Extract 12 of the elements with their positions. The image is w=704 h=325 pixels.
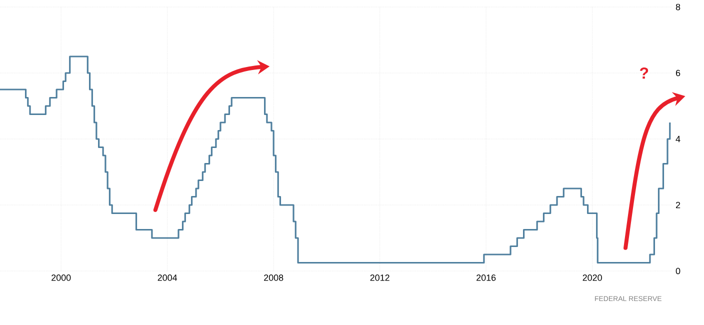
x-tick-label: 2008 (264, 274, 284, 281)
x-tick-label: 2012 (370, 274, 390, 281)
y-tick-label: 2 (676, 202, 680, 208)
x-tick-label: 2000 (52, 274, 71, 281)
y-tick-label: 4 (676, 136, 680, 142)
y-tick-label: 0 (676, 268, 680, 274)
annotation: ? (640, 67, 648, 79)
x-tick-label: 2016 (476, 274, 496, 281)
y-tick-label: 6 (676, 70, 680, 76)
x-tick-label: 2004 (158, 274, 178, 281)
x-tick-label: 2020 (582, 274, 602, 281)
y-tick-label: 8 (676, 4, 680, 10)
